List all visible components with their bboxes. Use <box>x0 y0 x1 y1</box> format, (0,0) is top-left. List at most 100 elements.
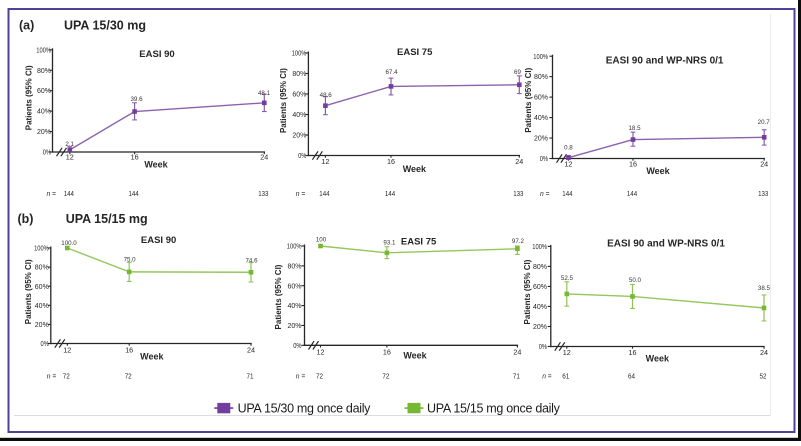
svg-text:20%: 20% <box>35 320 50 329</box>
svg-text:16: 16 <box>387 157 395 166</box>
svg-text:16: 16 <box>629 159 637 168</box>
svg-text:97.2: 97.2 <box>512 238 525 245</box>
svg-text:EASI 90 and WP-NRS 0/1: EASI 90 and WP-NRS 0/1 <box>606 55 724 66</box>
svg-text:EASI 75: EASI 75 <box>401 236 437 247</box>
svg-text:16: 16 <box>629 348 637 357</box>
svg-text:100%: 100% <box>533 52 548 61</box>
svg-text:52: 52 <box>760 371 767 380</box>
svg-text:24: 24 <box>515 157 523 166</box>
svg-text:144: 144 <box>627 189 637 198</box>
svg-text:12: 12 <box>321 157 329 166</box>
svg-text:133: 133 <box>513 189 523 198</box>
svg-text:50.0: 50.0 <box>629 277 642 284</box>
svg-text:Patients (95% CI): Patients (95% CI) <box>279 68 288 133</box>
svg-text:24: 24 <box>760 348 768 357</box>
svg-text:80%: 80% <box>292 69 307 78</box>
svg-text:Patients (95% CI): Patients (95% CI) <box>24 259 33 324</box>
svg-text:2.1: 2.1 <box>65 141 74 148</box>
svg-text:100%: 100% <box>532 242 547 251</box>
svg-text:UPA 15/15 mg once daily: UPA 15/15 mg once daily <box>427 401 561 415</box>
svg-text:EASI 90: EASI 90 <box>141 235 176 246</box>
svg-text:EASI 90 and WP-NRS 0/1: EASI 90 and WP-NRS 0/1 <box>607 238 725 249</box>
svg-text:60%: 60% <box>533 282 548 291</box>
svg-text:EASI 90: EASI 90 <box>139 49 174 60</box>
svg-text:40%: 40% <box>37 107 52 116</box>
svg-text:12: 12 <box>564 159 572 168</box>
svg-text:72: 72 <box>316 371 323 380</box>
svg-text:Week: Week <box>646 353 670 363</box>
svg-text:0%: 0% <box>293 341 302 350</box>
svg-text:39.6: 39.6 <box>130 96 143 103</box>
svg-text:67.4: 67.4 <box>385 69 398 76</box>
svg-text:24: 24 <box>760 159 768 168</box>
svg-text:40%: 40% <box>292 110 307 119</box>
svg-text:Patients (95% CI): Patients (95% CI) <box>524 67 533 132</box>
svg-text:0%: 0% <box>43 148 52 157</box>
svg-text:100: 100 <box>316 237 327 244</box>
svg-text:24: 24 <box>513 347 521 356</box>
svg-text:71: 71 <box>513 371 520 380</box>
svg-text:n =: n = <box>47 371 57 380</box>
svg-text:n =: n = <box>47 189 57 198</box>
svg-text:12: 12 <box>563 348 571 357</box>
svg-text:144: 144 <box>129 189 139 198</box>
svg-text:20%: 20% <box>288 321 303 330</box>
svg-text:Week: Week <box>403 350 427 360</box>
svg-text:64: 64 <box>628 371 635 380</box>
svg-text:48.1: 48.1 <box>258 90 271 97</box>
svg-text:24: 24 <box>260 153 268 162</box>
svg-text:100.0: 100.0 <box>61 240 77 247</box>
svg-text:20%: 20% <box>37 127 52 136</box>
svg-text:20.7: 20.7 <box>758 119 771 126</box>
svg-text:100%: 100% <box>292 49 307 58</box>
svg-text:12: 12 <box>66 153 74 162</box>
svg-text:(a): (a) <box>19 18 34 32</box>
svg-text:48.6: 48.6 <box>320 92 333 99</box>
svg-text:71: 71 <box>247 371 254 380</box>
svg-text:40%: 40% <box>35 301 50 310</box>
svg-text:75.0: 75.0 <box>124 256 137 263</box>
svg-text:60%: 60% <box>37 86 52 95</box>
svg-text:Week: Week <box>403 164 427 174</box>
svg-text:80%: 80% <box>288 261 303 270</box>
svg-text:80%: 80% <box>35 263 50 272</box>
svg-text:Week: Week <box>646 166 670 176</box>
svg-text:Patients (95% CI): Patients (95% CI) <box>523 259 532 324</box>
svg-text:16: 16 <box>125 345 133 354</box>
svg-text:133: 133 <box>758 189 768 198</box>
svg-text:16: 16 <box>383 347 391 356</box>
svg-text:72: 72 <box>125 371 132 380</box>
svg-text:60%: 60% <box>288 281 303 290</box>
svg-text:93.1: 93.1 <box>383 240 396 247</box>
svg-text:52.5: 52.5 <box>561 275 574 282</box>
svg-text:20%: 20% <box>534 134 549 143</box>
svg-text:74.6: 74.6 <box>245 258 258 265</box>
svg-text:0%: 0% <box>540 154 549 163</box>
svg-text:144: 144 <box>319 189 329 198</box>
svg-text:0%: 0% <box>41 339 50 348</box>
svg-text:20%: 20% <box>292 131 307 140</box>
svg-text:Week: Week <box>144 160 168 170</box>
svg-text:72: 72 <box>63 371 70 380</box>
svg-text:40%: 40% <box>288 301 303 310</box>
svg-text:n =: n = <box>542 371 552 380</box>
svg-text:UPA 15/15 mg: UPA 15/15 mg <box>66 212 148 226</box>
svg-text:133: 133 <box>258 189 268 198</box>
svg-text:n =: n = <box>296 371 306 380</box>
svg-text:UPA 15/30 mg: UPA 15/30 mg <box>64 18 146 32</box>
svg-text:EASI 75: EASI 75 <box>397 47 433 58</box>
svg-text:24: 24 <box>247 345 255 354</box>
svg-text:60%: 60% <box>292 90 307 99</box>
svg-text:69: 69 <box>514 69 521 76</box>
svg-text:100%: 100% <box>287 242 302 251</box>
svg-text:100%: 100% <box>36 45 51 54</box>
svg-text:UPA 15/30 mg once daily: UPA 15/30 mg once daily <box>238 401 372 415</box>
svg-text:40%: 40% <box>534 113 549 122</box>
svg-text:80%: 80% <box>534 72 549 81</box>
svg-text:n =: n = <box>296 189 306 198</box>
svg-text:0%: 0% <box>539 342 548 351</box>
svg-text:80%: 80% <box>37 66 52 75</box>
svg-text:18.5: 18.5 <box>628 125 641 132</box>
svg-text:38.5: 38.5 <box>758 285 771 292</box>
svg-text:Patients (95% CI): Patients (95% CI) <box>24 65 33 130</box>
